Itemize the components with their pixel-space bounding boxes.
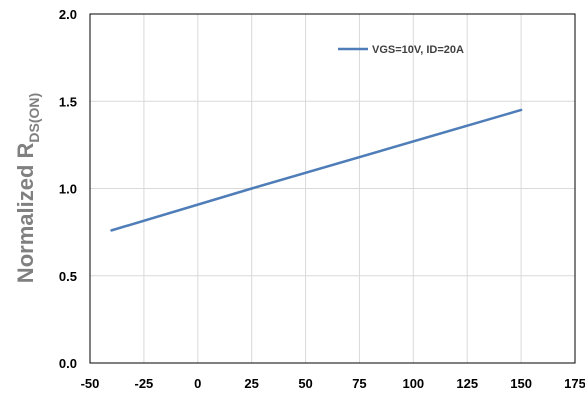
series-line xyxy=(110,108,523,232)
x-tick-label: 175 xyxy=(564,376,585,391)
x-tick-label: 150 xyxy=(510,376,532,391)
x-tick-label: 75 xyxy=(352,376,366,391)
y-tick-label: 2.0 xyxy=(59,7,77,22)
x-tick-label: 25 xyxy=(244,376,258,391)
y-tick-labels: 0.0 0.5 1.0 1.5 2.0 xyxy=(59,7,77,371)
legend: VGS=10V, ID=20A xyxy=(338,44,464,56)
legend-label: VGS=10V, ID=20A xyxy=(372,44,464,56)
y-axis-label-subscript: DS(ON) xyxy=(26,93,42,143)
y-tick-label: 1.0 xyxy=(59,182,77,197)
x-tick-label: 100 xyxy=(402,376,424,391)
x-tick-label: 50 xyxy=(298,376,312,391)
x-tick-labels: -50 -25 0 25 50 75 100 125 150 175 xyxy=(81,376,585,391)
x-tick-label: -25 xyxy=(134,376,153,391)
y-tick-label: 1.5 xyxy=(59,94,77,109)
grid-lines xyxy=(89,13,576,364)
x-tick-label: 0 xyxy=(194,376,201,391)
plot-area-border xyxy=(89,13,576,364)
x-tick-label: -50 xyxy=(81,376,100,391)
series-layer xyxy=(110,108,523,232)
x-tick-label: 125 xyxy=(456,376,478,391)
y-tick-label: 0.5 xyxy=(59,269,77,284)
y-tick-label: 0.0 xyxy=(59,356,77,371)
y-axis-label: Normalized RDS(ON) xyxy=(13,93,42,283)
y-axis-label-main: Normalized R xyxy=(13,142,38,283)
